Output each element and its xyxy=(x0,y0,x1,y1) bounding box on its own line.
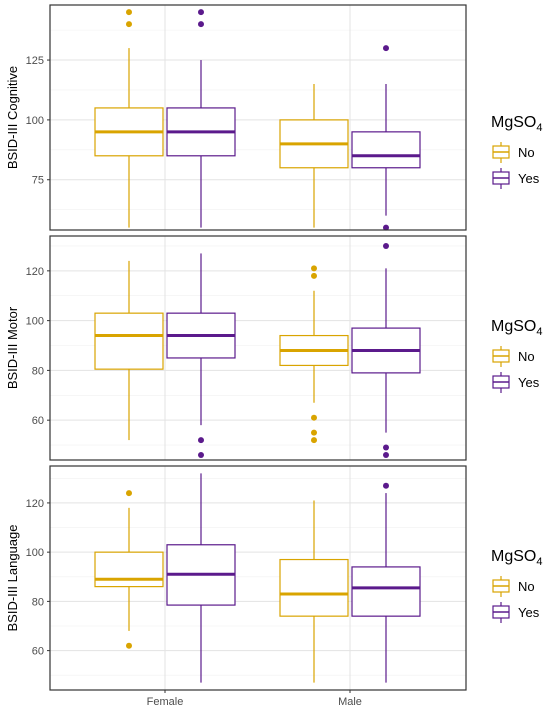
box-yes-male xyxy=(351,45,421,231)
outlier-point xyxy=(198,21,204,28)
outlier-point xyxy=(126,490,132,497)
outlier-point xyxy=(126,9,132,16)
legend-title-base: MgSO xyxy=(491,318,536,335)
legend-label-no: No xyxy=(518,145,535,160)
legend-key-yes xyxy=(492,602,510,623)
outlier-point xyxy=(311,265,317,272)
box-body xyxy=(94,551,164,588)
legend-label-no: No xyxy=(518,349,535,364)
legend-title: MgSO4 xyxy=(491,114,542,134)
y-tick-label: 60 xyxy=(32,646,44,658)
outlier-point xyxy=(383,444,389,451)
panel-border xyxy=(49,235,467,461)
box-yes-male xyxy=(351,482,421,683)
legend-key-yes xyxy=(492,168,510,189)
y-tick-label: 120 xyxy=(26,266,44,278)
x-tick-label-female: Female xyxy=(147,696,184,708)
legend-title: MgSO4 xyxy=(491,318,542,338)
outlier-point xyxy=(198,437,204,444)
y-tick-label: 120 xyxy=(26,498,44,510)
y-tick-label: 80 xyxy=(32,365,44,377)
box-no-female xyxy=(94,9,164,228)
box-body xyxy=(351,131,421,169)
legend-title-subscript: 4 xyxy=(536,556,542,568)
outlier-point xyxy=(383,482,389,489)
legend-key-no xyxy=(492,576,510,597)
y-tick-label: 125 xyxy=(26,55,44,67)
y-tick-label: 60 xyxy=(32,415,44,427)
box-no-male xyxy=(279,500,349,683)
y-tick-label: 80 xyxy=(32,596,44,608)
legend-title-base: MgSO xyxy=(491,114,536,131)
box-yes-female xyxy=(166,253,236,459)
outlier-point xyxy=(126,642,132,649)
outlier-point xyxy=(311,414,317,421)
legend-key-no xyxy=(492,142,510,163)
outlier-point xyxy=(311,437,317,444)
y-tick-label: 100 xyxy=(26,547,44,559)
legend-label-yes: Yes xyxy=(518,171,540,186)
legend-label-yes: Yes xyxy=(518,375,540,390)
box-body xyxy=(351,566,421,617)
box-no-female xyxy=(94,490,164,649)
legend-title: MgSO4 xyxy=(491,548,542,568)
outlier-point xyxy=(198,9,204,16)
legend-label-yes: Yes xyxy=(518,605,540,620)
box-body xyxy=(94,312,164,370)
outlier-point xyxy=(383,452,389,459)
box-no-female xyxy=(94,260,164,441)
y-tick-label: 75 xyxy=(32,175,44,187)
outlier-point xyxy=(383,45,389,52)
legend-title-subscript: 4 xyxy=(536,122,542,134)
y-tick-label: 100 xyxy=(26,115,44,127)
y-axis-title: BSID-III Motor xyxy=(5,306,20,389)
box-yes-male xyxy=(351,242,421,459)
legend-key-no xyxy=(492,346,510,367)
box-no-male xyxy=(279,83,349,228)
outlier-point xyxy=(198,452,204,459)
legend-label-no: No xyxy=(518,579,535,594)
x-tick-label-male: Male xyxy=(338,696,362,708)
outlier-point xyxy=(126,21,132,28)
box-yes-female xyxy=(166,9,236,228)
panel-border xyxy=(49,4,467,231)
outlier-point xyxy=(311,272,317,279)
y-axis-title: BSID-III Cognitive xyxy=(5,66,20,169)
box-yes-female xyxy=(166,473,236,683)
legend-title-base: MgSO xyxy=(491,548,536,565)
box-no-male xyxy=(279,265,349,444)
legend-key-yes xyxy=(492,372,510,393)
panel-border xyxy=(49,465,467,691)
box-body xyxy=(279,558,349,617)
legend-title-subscript: 4 xyxy=(536,326,542,338)
y-tick-label: 100 xyxy=(26,316,44,328)
y-axis-title: BSID-III Language xyxy=(5,525,20,632)
outlier-point xyxy=(311,429,317,436)
outlier-point xyxy=(383,224,389,231)
outlier-point xyxy=(383,242,389,249)
